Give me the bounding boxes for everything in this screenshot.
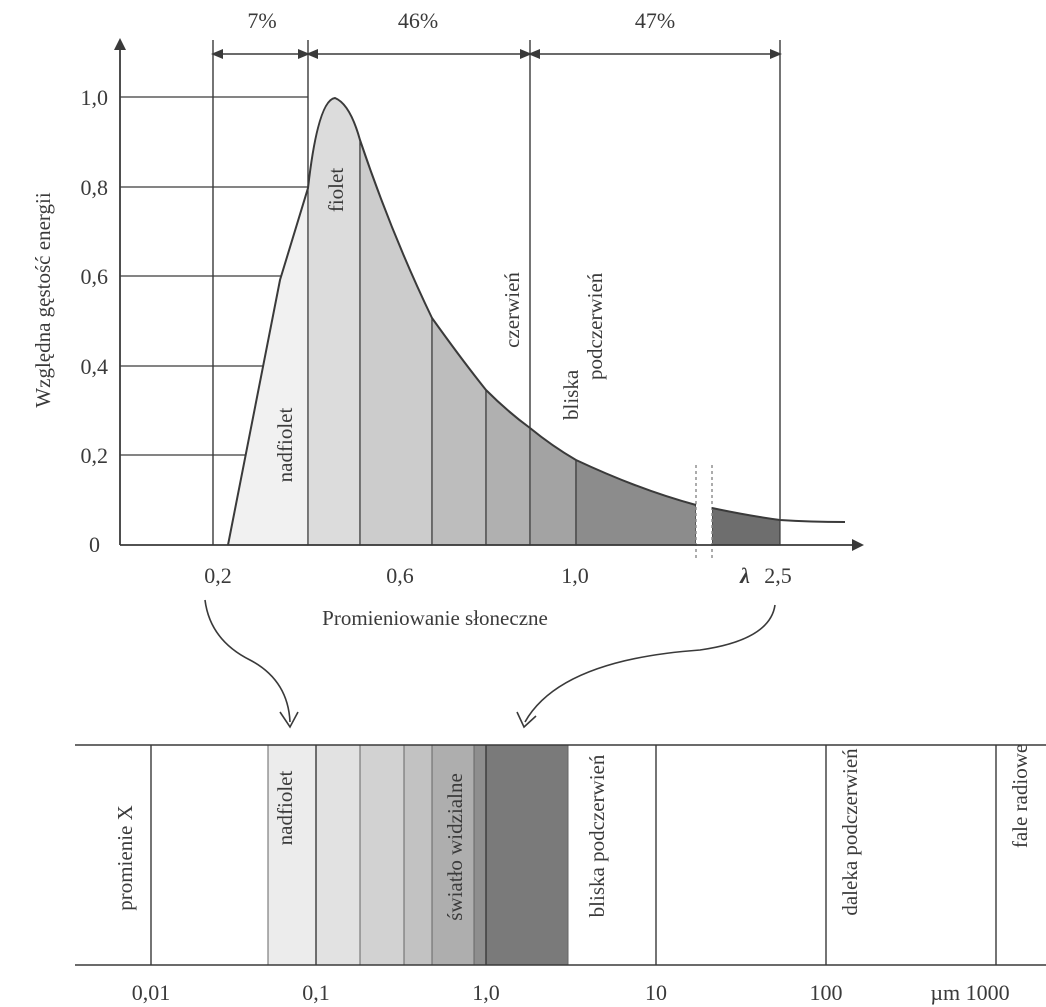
band-green: [431, 316, 487, 546]
scale-label-xray: promienie X: [113, 805, 137, 911]
scale-band-red: [473, 744, 487, 966]
x-tick-label: 1,0: [561, 563, 589, 588]
scale-band-nir: [485, 744, 569, 966]
label-nir-line: podczerwień: [583, 272, 607, 380]
scale-bands: [267, 744, 569, 966]
y-tick-label: 0: [89, 532, 100, 557]
scale-tick-label: 0,01: [132, 980, 171, 1005]
scale-label-visible: światło widzialne: [443, 773, 467, 921]
label-uv: nadfiolet: [273, 408, 297, 483]
y-tick-label: 0,6: [81, 264, 109, 289]
scale-band-green: [403, 744, 433, 966]
region-boundaries: [212, 40, 781, 545]
decade-dividers: [150, 745, 997, 965]
pct-visible: 46%: [398, 8, 438, 33]
x-tick-label: 2,5: [764, 563, 792, 588]
scale-label-radio: fale radiowe: [1008, 744, 1032, 848]
spectrum-bands: [227, 97, 781, 546]
lambda-symbol: λ: [739, 563, 750, 588]
label-nir: bliska podczerwień: [559, 272, 607, 420]
scale-band-blue: [359, 744, 405, 966]
scale-label-uv: nadfiolet: [273, 771, 297, 846]
x-tick-label: 0,2: [204, 563, 232, 588]
energy-chart: 7% 46% 47% 1,0 0,8 0,6 0,4 0,2 0 0,2 0,6…: [31, 8, 864, 630]
pct-uv: 7%: [247, 8, 276, 33]
label-nir-line: bliska: [559, 369, 583, 420]
band-violet: [307, 97, 361, 546]
scale-label-fir: daleka podczerwień: [838, 748, 862, 916]
scale-tick-label: 0,1: [302, 980, 330, 1005]
band-orange: [485, 388, 531, 546]
band-blue: [359, 139, 433, 546]
label-red: czerwień: [500, 272, 524, 348]
scale-tick-label: 100: [810, 980, 843, 1005]
y-tick-label: 1,0: [81, 85, 109, 110]
scale-tick-label: µm 1000: [930, 980, 1009, 1005]
y-tick-label: 0,8: [81, 175, 109, 200]
scale-tick-label: 10: [645, 980, 667, 1005]
y-axis-title: Względna gęstość energii: [31, 192, 55, 408]
label-violet: fiolet: [324, 168, 348, 212]
scale-label-nir: bliska podczerwień: [585, 754, 609, 917]
em-spectrum-scale: 0,01 0,1 1,0 10 100 µm 1000 promienie X …: [75, 744, 1046, 1005]
y-tick-label: 0,4: [81, 354, 109, 379]
y-tick-label: 0,2: [81, 443, 109, 468]
x-tick-label: 0,6: [386, 563, 414, 588]
scale-band-violet: [315, 744, 361, 966]
connector-arrows: [204, 599, 776, 729]
x-axis-title: Promieniowanie słoneczne: [322, 606, 548, 630]
pct-infrared: 47%: [635, 8, 675, 33]
band-tail: [711, 507, 781, 546]
scale-tick-label: 1,0: [472, 980, 500, 1005]
band-nir: [575, 459, 697, 546]
